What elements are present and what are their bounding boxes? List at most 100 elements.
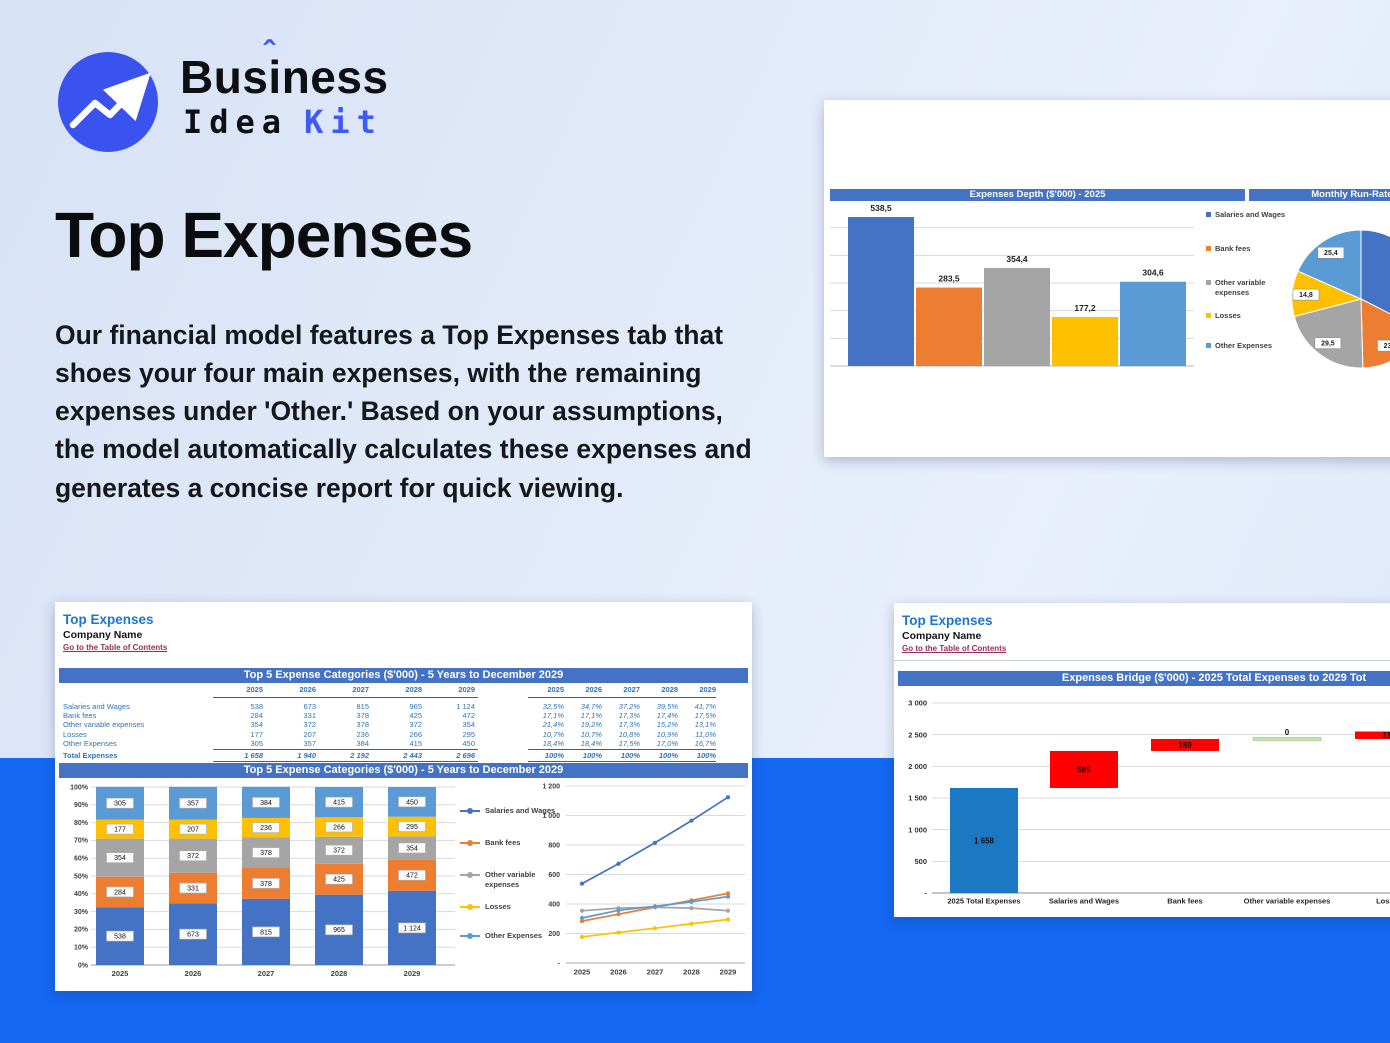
table-cell: 378 [356,720,369,730]
x-tick-label: 2025 [574,968,591,977]
table-cell: 372 [303,720,316,730]
bar-value-label: 354,4 [1006,254,1028,264]
segment-label: 372 [187,853,199,860]
table-cell: 378 [356,711,369,721]
segment-label: 673 [187,932,199,939]
table-cell: 17,4% [656,711,678,721]
segment-label: 305 [114,801,126,808]
segment-label-box [179,850,207,862]
x-tick-label: Losses [1376,897,1390,906]
segment-label: 378 [260,850,272,857]
table-cell: 11,0% [695,729,716,739]
table-cell: Bank fees [63,711,97,721]
table-cell: 17,0% [656,738,678,748]
table-cell: 415 [409,738,422,748]
table-rule [213,696,478,698]
segment-label-box [179,928,207,940]
legend-item: Bank fees [1206,244,1290,254]
segment-label-box [325,924,353,936]
segment-label-box [106,886,134,898]
bar-value-label: 283,5 [938,274,960,284]
x-tick-label: 2027 [647,968,664,977]
table-of-contents-link[interactable]: Go to the Table of Contents [902,644,1007,653]
table-cell: 13,1% [694,720,716,730]
segment-label: 384 [260,800,272,807]
y-tick-label: 1 000 [908,825,927,834]
legend-label: Bank fees [1215,244,1251,253]
table-cell: 1 124 [456,702,475,711]
y-tick-label: 30% [74,909,89,916]
table-cell: Other variable expenses [63,720,145,730]
x-tick-label: Bank fees [1167,897,1202,906]
legend-swatch-icon [1206,343,1211,348]
table-cell: 266 [409,729,422,739]
table-cell: 2028 [405,685,422,694]
legend-label: Other variable expenses [1215,278,1266,297]
segment-label: 236 [260,825,272,832]
table-row: 2025 2026 2027 2028 2029 2025 2026 2027 2028 2029 [63,685,744,694]
table-cell: 100% [582,751,602,760]
pie-label-box [1377,339,1390,352]
table-cell: 2 443 [403,751,422,760]
pie-label: 25,4 [1324,250,1338,257]
segment-label-box [179,797,207,809]
top5-stacked-bar-chart: 0% 10% 20% 30% 40% 50% 60% 70% 80% 90% 100% 538 284 3… [70,784,455,978]
table-cell: 2027 [352,685,369,694]
bar-value-label: 177,2 [1074,303,1096,313]
bar-value-label: 0 [1285,728,1290,737]
legend-item: Salaries and Wages [460,806,556,816]
segment-label-box [252,797,280,808]
top5-line-chart: - 200 400 600 800 1 000 1 200 2025 2026 2027 2028 2… [542,783,745,977]
expenses-bridge-card: Top Expenses Company Name Go to the Tabl… [894,603,1390,917]
segment-label-box [325,873,353,885]
x-tick-label: 2026 [185,969,202,978]
sheet-title: Top Expenses [902,613,993,628]
table-cell: 15,2% [656,720,678,730]
top5-chart-header: Top 5 Expense Categories ($'000) - 5 Yea… [59,763,748,778]
table-cell: 815 [356,702,369,711]
segment-label: 1 124 [403,925,421,932]
y-tick-label: 500 [914,857,927,866]
waterfall-bar [1151,738,1219,751]
segment-label: 284 [114,889,126,896]
data-point [579,881,585,886]
table-cell: 177 [250,729,263,739]
legend-line-icon [460,933,480,939]
x-tick-label: 2027 [258,969,275,978]
table-cell: 357 [303,738,316,748]
y-tick-label: 50% [74,873,89,880]
legend-label: Other variable expenses [485,870,536,889]
table-cell: 284 [250,711,263,721]
table-cell: 32,5% [542,702,564,711]
y-tick-label: 60% [74,856,89,863]
data-point [616,912,621,917]
y-tick-label: 70% [74,838,89,845]
table-cell: Salaries and Wages [63,702,130,711]
company-name: Company Name [902,630,982,642]
table-cell: 236 [356,729,369,739]
y-tick-label: 40% [74,891,89,898]
bar-value-label: 189 [1178,741,1192,750]
table-cell: 2029 [699,685,716,694]
table-cell: 100% [544,751,564,760]
legend-label: Salaries and Wages [485,806,556,815]
bar-value-label: 304,6 [1142,268,1164,278]
table-cell: 10,9% [656,729,678,739]
segment-label: 372 [333,848,345,855]
segment-label: 815 [260,929,272,936]
segment-label: 538 [114,933,126,940]
segment-label: 378 [260,881,272,888]
table-cell: 2 696 [456,751,475,760]
table-cell: 18,4% [542,738,564,748]
waterfall-bar [950,787,1018,893]
table-cell: 37,2% [618,702,640,711]
y-tick-label: 100% [70,784,89,791]
legend-swatch-icon [1206,313,1211,318]
table-of-contents-link[interactable]: Go to the Table of Contents [63,643,168,652]
data-point [652,904,658,909]
table-row: Other Expenses 305 357 384 415 450 18,4% 18,4% 1… [63,739,744,748]
segment-label-box [398,842,426,854]
table-cell: 354 [250,720,263,730]
y-tick-label: 800 [548,842,560,849]
segment-label-box [398,922,426,934]
